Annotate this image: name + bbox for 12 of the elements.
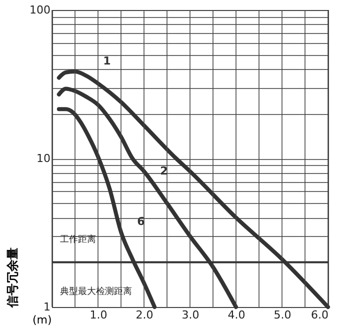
x-axis-title: (m) — [32, 314, 52, 326]
x-tick-label: 4.0 — [228, 308, 246, 322]
x-tick-label: 5.0 — [274, 308, 292, 322]
y-axis-title: 信号冗余量 — [6, 248, 20, 308]
y-tick-label: 100 — [30, 4, 50, 16]
y-tick-label: 1 — [44, 300, 50, 314]
series-label: 1 — [103, 54, 111, 68]
x-tick-label: 3.0 — [182, 308, 200, 322]
x-tick-label: 6.0 — [311, 308, 328, 322]
x-tick-label: 2.0 — [136, 308, 154, 322]
x-tick-label: 1.0 — [90, 308, 108, 322]
y-tick-label: 10 — [36, 152, 50, 165]
